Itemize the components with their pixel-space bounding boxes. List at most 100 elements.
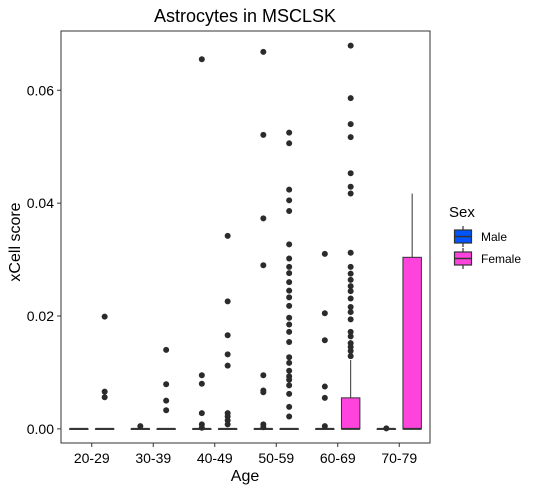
legend-label-male: Male xyxy=(481,230,507,244)
y-tick-label: 0.02 xyxy=(27,308,54,324)
x-tick-label: 60-69 xyxy=(320,450,356,466)
box-body xyxy=(402,256,422,430)
box-male-60-69 xyxy=(315,250,335,430)
outlier-point xyxy=(286,186,293,193)
y-axis-label: xCell score xyxy=(7,202,24,281)
outlier-point xyxy=(347,276,354,283)
box-male-50-59 xyxy=(253,48,274,431)
outlier-point xyxy=(260,372,267,379)
outlier-point xyxy=(137,423,144,430)
outlier-point xyxy=(163,397,170,404)
legend-title: Sex xyxy=(449,204,475,221)
x-axis-label: Age xyxy=(231,468,260,485)
outlier-point xyxy=(347,295,354,302)
outlier-point xyxy=(224,421,231,428)
x-tick-label: 20-29 xyxy=(74,450,110,466)
outlier-point xyxy=(198,380,205,387)
outlier-point xyxy=(347,42,354,49)
outlier-point xyxy=(286,263,293,270)
outlier-point xyxy=(347,121,354,128)
outlier-point xyxy=(286,208,293,215)
x-tick-label: 70-79 xyxy=(381,450,417,466)
outlier-point xyxy=(224,298,231,305)
y-tick-label: 0.00 xyxy=(27,421,54,437)
outlier-point xyxy=(321,310,328,317)
outlier-point xyxy=(286,338,293,345)
box-body xyxy=(340,397,361,430)
y-tick-label: 0.06 xyxy=(27,82,54,98)
outlier-point xyxy=(163,346,170,353)
outlier-point xyxy=(347,134,354,141)
box-male-20-29 xyxy=(69,427,89,430)
outlier-point xyxy=(347,333,354,340)
outlier-point xyxy=(101,388,108,395)
x-tick-label: 40-49 xyxy=(197,450,233,466)
outlier-point xyxy=(286,140,293,147)
outlier-point xyxy=(260,424,267,431)
box-female-60-69 xyxy=(340,42,361,430)
legend: Sex Male Female xyxy=(449,204,521,269)
outlier-point xyxy=(347,270,354,277)
x-tick-label: 30-39 xyxy=(135,450,171,466)
outlier-point xyxy=(347,283,354,290)
outlier-point xyxy=(321,394,328,401)
outlier-point xyxy=(321,383,328,390)
outlier-point xyxy=(286,270,293,277)
outlier-point xyxy=(260,215,267,222)
outlier-point xyxy=(286,359,293,366)
box-female-70-79 xyxy=(402,193,422,430)
outlier-point xyxy=(224,362,231,369)
outlier-point xyxy=(286,354,293,361)
legend-key-male xyxy=(453,226,473,247)
box-female-50-59 xyxy=(279,129,299,430)
outlier-point xyxy=(198,410,205,417)
outlier-point xyxy=(224,351,231,358)
outlier-point xyxy=(321,250,328,257)
plot-panel-border xyxy=(60,30,431,444)
outlier-point xyxy=(101,313,108,320)
outlier-point xyxy=(347,170,354,177)
outlier-point xyxy=(347,263,354,270)
outlier-point xyxy=(347,183,354,190)
outlier-point xyxy=(286,302,293,309)
outlier-point xyxy=(286,367,293,374)
box-female-40-49 xyxy=(217,232,238,430)
y-tick-label: 0.04 xyxy=(27,195,54,211)
outlier-point xyxy=(101,394,108,401)
legend-label-female: Female xyxy=(481,252,521,266)
box-female-30-39 xyxy=(156,346,176,430)
outlier-point xyxy=(286,255,293,262)
outlier-point xyxy=(163,381,170,388)
outlier-point xyxy=(260,389,267,396)
box-male-40-49 xyxy=(192,56,212,431)
outlier-point xyxy=(347,190,354,197)
outlier-point xyxy=(321,337,328,344)
outlier-point xyxy=(286,129,293,136)
outlier-point xyxy=(347,303,354,310)
outlier-point xyxy=(286,294,293,301)
outlier-point xyxy=(347,316,354,323)
outlier-point xyxy=(286,413,293,420)
outlier-point xyxy=(286,403,293,410)
outlier-point xyxy=(347,288,354,295)
outlier-point xyxy=(163,407,170,414)
outlier-point xyxy=(286,376,293,383)
outlier-point xyxy=(286,321,293,328)
plot-area: 0.00 0.02 0.04 0.06 20-29 30-39 40-49 50-59 60-6… xyxy=(27,30,431,466)
outlier-point xyxy=(286,197,293,204)
outlier-point xyxy=(347,249,354,256)
outlier-point xyxy=(321,423,328,430)
box-male-70-79 xyxy=(376,425,397,432)
outlier-point xyxy=(198,424,205,431)
outlier-point xyxy=(347,348,354,355)
outlier-point xyxy=(224,332,231,339)
legend-key-female xyxy=(453,248,473,269)
chart-title: Astrocytes in MSCLSK xyxy=(154,6,336,26)
outlier-point xyxy=(224,232,231,239)
outlier-point xyxy=(260,131,267,138)
outlier-point xyxy=(347,353,354,360)
outlier-point xyxy=(286,279,293,286)
outlier-point xyxy=(198,372,205,379)
outlier-point xyxy=(383,425,390,432)
